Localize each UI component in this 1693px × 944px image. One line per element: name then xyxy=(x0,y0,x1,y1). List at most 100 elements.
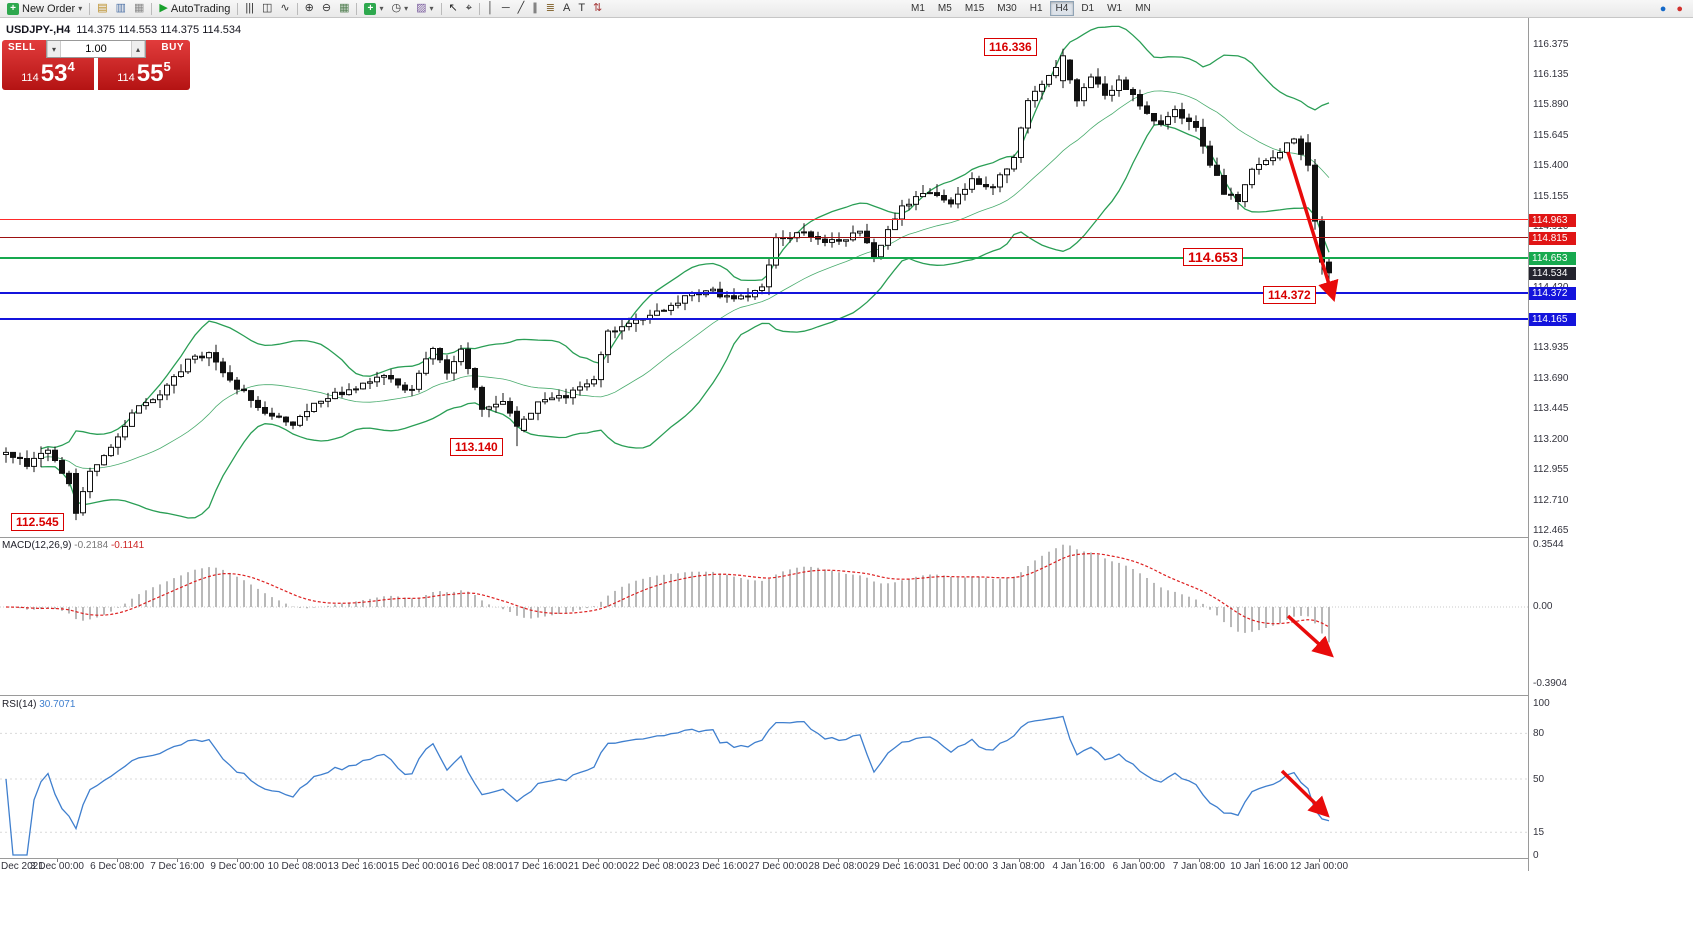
timeframe-h4-button[interactable]: H4 xyxy=(1049,1,1075,16)
dropdown-caret-icon: ▾ xyxy=(379,4,384,13)
horizontal-line-114.963[interactable] xyxy=(0,219,1528,220)
vertical-line-button[interactable]: │ xyxy=(483,1,498,17)
main-price-chart[interactable] xyxy=(0,17,1528,537)
ohlc-values: 114.375 114.553 114.375 114.534 xyxy=(76,24,242,36)
rsi-scale-tick: 50 xyxy=(1533,774,1545,785)
horizontal-line-114.815[interactable] xyxy=(0,237,1528,239)
new-order-button[interactable]: + New Order ▾ xyxy=(3,1,86,17)
timeframe-w1-button[interactable]: W1 xyxy=(1101,1,1128,16)
chart-info-line: USDJPY-,H4 114.375 114.553 114.375 114.53… xyxy=(6,24,241,36)
timeframe-m30-button[interactable]: M30 xyxy=(991,1,1022,16)
templates-button[interactable]: ▨ ▾ xyxy=(412,1,437,17)
horizontal-line-button[interactable]: ─ xyxy=(498,1,514,17)
ask-pip-digit: 5 xyxy=(163,59,171,74)
volume-input[interactable] xyxy=(61,41,131,57)
timeframe-mn-button[interactable]: MN xyxy=(1129,1,1157,16)
horizontal-line-114.372[interactable] xyxy=(0,291,1528,294)
price-axis-tick: 116.375 xyxy=(1533,39,1569,50)
macd-indicator-panel[interactable] xyxy=(0,538,1528,694)
periods-button[interactable]: ◷ ▾ xyxy=(387,1,412,17)
timeframe-m15-button[interactable]: M15 xyxy=(959,1,990,16)
new-order-button-label: New Order xyxy=(22,2,76,15)
fibonacci-button[interactable]: ≣ xyxy=(542,1,559,17)
price-axis-tick: 113.200 xyxy=(1533,433,1569,445)
ask-price: 114555 xyxy=(98,59,190,88)
time-axis-tick xyxy=(417,859,419,862)
horizontal-line-114.653[interactable] xyxy=(0,257,1528,260)
cursor-button[interactable]: ↖ xyxy=(445,1,462,17)
price-callout-112.545[interactable]: 112.545 xyxy=(11,513,64,531)
toolbar-separator xyxy=(356,2,358,15)
price-axis-tick: 113.690 xyxy=(1533,372,1569,384)
rsi-indicator-panel[interactable] xyxy=(0,696,1528,857)
rsi-panel-separator[interactable] xyxy=(0,695,1529,696)
time-axis-label: 15 Dec 00:00 xyxy=(387,861,448,872)
toolbar-separator xyxy=(151,2,153,15)
timeframe-h1-button[interactable]: H1 xyxy=(1024,1,1049,16)
price-axis-tick: 115.155 xyxy=(1533,190,1569,202)
time-axis-label: 6 Jan 00:00 xyxy=(1112,861,1165,872)
price-callout-114.372[interactable]: 114.372 xyxy=(1263,286,1316,304)
time-axis-label: 29 Dec 16:00 xyxy=(868,861,929,872)
market-watch-icon: ▥ xyxy=(115,2,127,14)
price-callout-113.140[interactable]: 113.140 xyxy=(450,438,503,456)
zoom-in-button[interactable]: ⊕ xyxy=(301,1,318,17)
ask-prefix: 114 xyxy=(117,72,135,84)
macd-panel-separator[interactable] xyxy=(0,537,1529,538)
channel-button[interactable]: ∥ xyxy=(528,1,542,17)
time-axis-label: 6 Dec 08:00 xyxy=(90,861,145,872)
bid-price: 114534 xyxy=(2,59,94,88)
fibonacci-icon: ≣ xyxy=(545,2,555,14)
zoom-out-icon: ⊖ xyxy=(321,2,332,14)
toolbar-separator xyxy=(440,2,442,15)
data-window-icon: ▦ xyxy=(134,2,145,14)
time-axis-label: 4 Jan 16:00 xyxy=(1052,861,1105,872)
market-watch-button[interactable]: ▥ xyxy=(112,1,130,17)
text-button[interactable]: A xyxy=(559,1,574,17)
toolbar-separator xyxy=(478,2,480,15)
profiles-button[interactable]: ▤ xyxy=(93,1,111,17)
horizontal-line-114.165[interactable] xyxy=(0,317,1528,320)
line-chart-button[interactable]: ∿ xyxy=(276,1,293,17)
label-icon: T xyxy=(578,2,586,14)
data-window-button[interactable]: ▦ xyxy=(130,1,148,17)
time-axis-label: 3 Jan 08:00 xyxy=(992,861,1045,872)
rsi-scale-tick: 0 xyxy=(1533,850,1539,861)
crosshair-icon: ⌖ xyxy=(465,2,472,14)
time-axis-label: 12 Jan 00:00 xyxy=(1290,861,1349,872)
price-callout-114.653[interactable]: 114.653 xyxy=(1183,248,1243,266)
trendline-button[interactable]: ╱ xyxy=(514,1,529,17)
arrows-button[interactable]: ⇅ xyxy=(589,1,606,17)
price-axis-tick: 115.400 xyxy=(1533,160,1569,172)
current-price-badge: 114.534 xyxy=(1529,266,1576,280)
price-axis-separator[interactable] xyxy=(1528,18,1529,871)
timeframe-m1-button[interactable]: M1 xyxy=(905,1,931,16)
toolbar-right-group: ● ● xyxy=(1656,1,1687,17)
crosshair-button[interactable]: ⌖ xyxy=(462,1,476,17)
timeframe-d1-button[interactable]: D1 xyxy=(1075,1,1100,16)
zoom-out-button[interactable]: ⊖ xyxy=(318,1,335,17)
indicators-button[interactable]: + ▾ xyxy=(360,1,387,17)
time-axis-tick xyxy=(537,859,539,862)
timeframe-m5-button[interactable]: M5 xyxy=(932,1,958,16)
price-axis-tick: 115.645 xyxy=(1533,129,1569,141)
time-axis-tick xyxy=(1138,859,1140,862)
tile-windows-button[interactable]: ▦ xyxy=(335,1,353,17)
volume-decrease-button[interactable]: ▾ xyxy=(47,41,61,57)
help-button[interactable]: ● xyxy=(1656,1,1671,17)
volume-increase-button[interactable]: ▴ xyxy=(131,41,145,57)
price-badge-114.165: 114.165 xyxy=(1529,312,1576,326)
community-button[interactable]: ● xyxy=(1672,1,1687,17)
time-axis-label: 17 Dec 16:00 xyxy=(508,861,568,872)
bar-chart-button[interactable]: ||| xyxy=(241,1,258,17)
price-callout-116.336[interactable]: 116.336 xyxy=(984,38,1037,56)
candlestick-chart-button[interactable]: ◫ xyxy=(258,1,276,17)
price-axis-tick: 113.445 xyxy=(1533,403,1569,415)
label-button[interactable]: T xyxy=(574,1,589,17)
time-axis-tick xyxy=(1319,859,1321,862)
dropdown-caret-icon: ▾ xyxy=(78,4,83,13)
autotrading-button[interactable]: ▶ AutoTrading xyxy=(155,1,234,17)
macd-scale-zero: 0.00 xyxy=(1533,601,1553,612)
channel-icon: ∥ xyxy=(532,2,538,14)
ask-big-digits: 55 xyxy=(136,60,164,87)
